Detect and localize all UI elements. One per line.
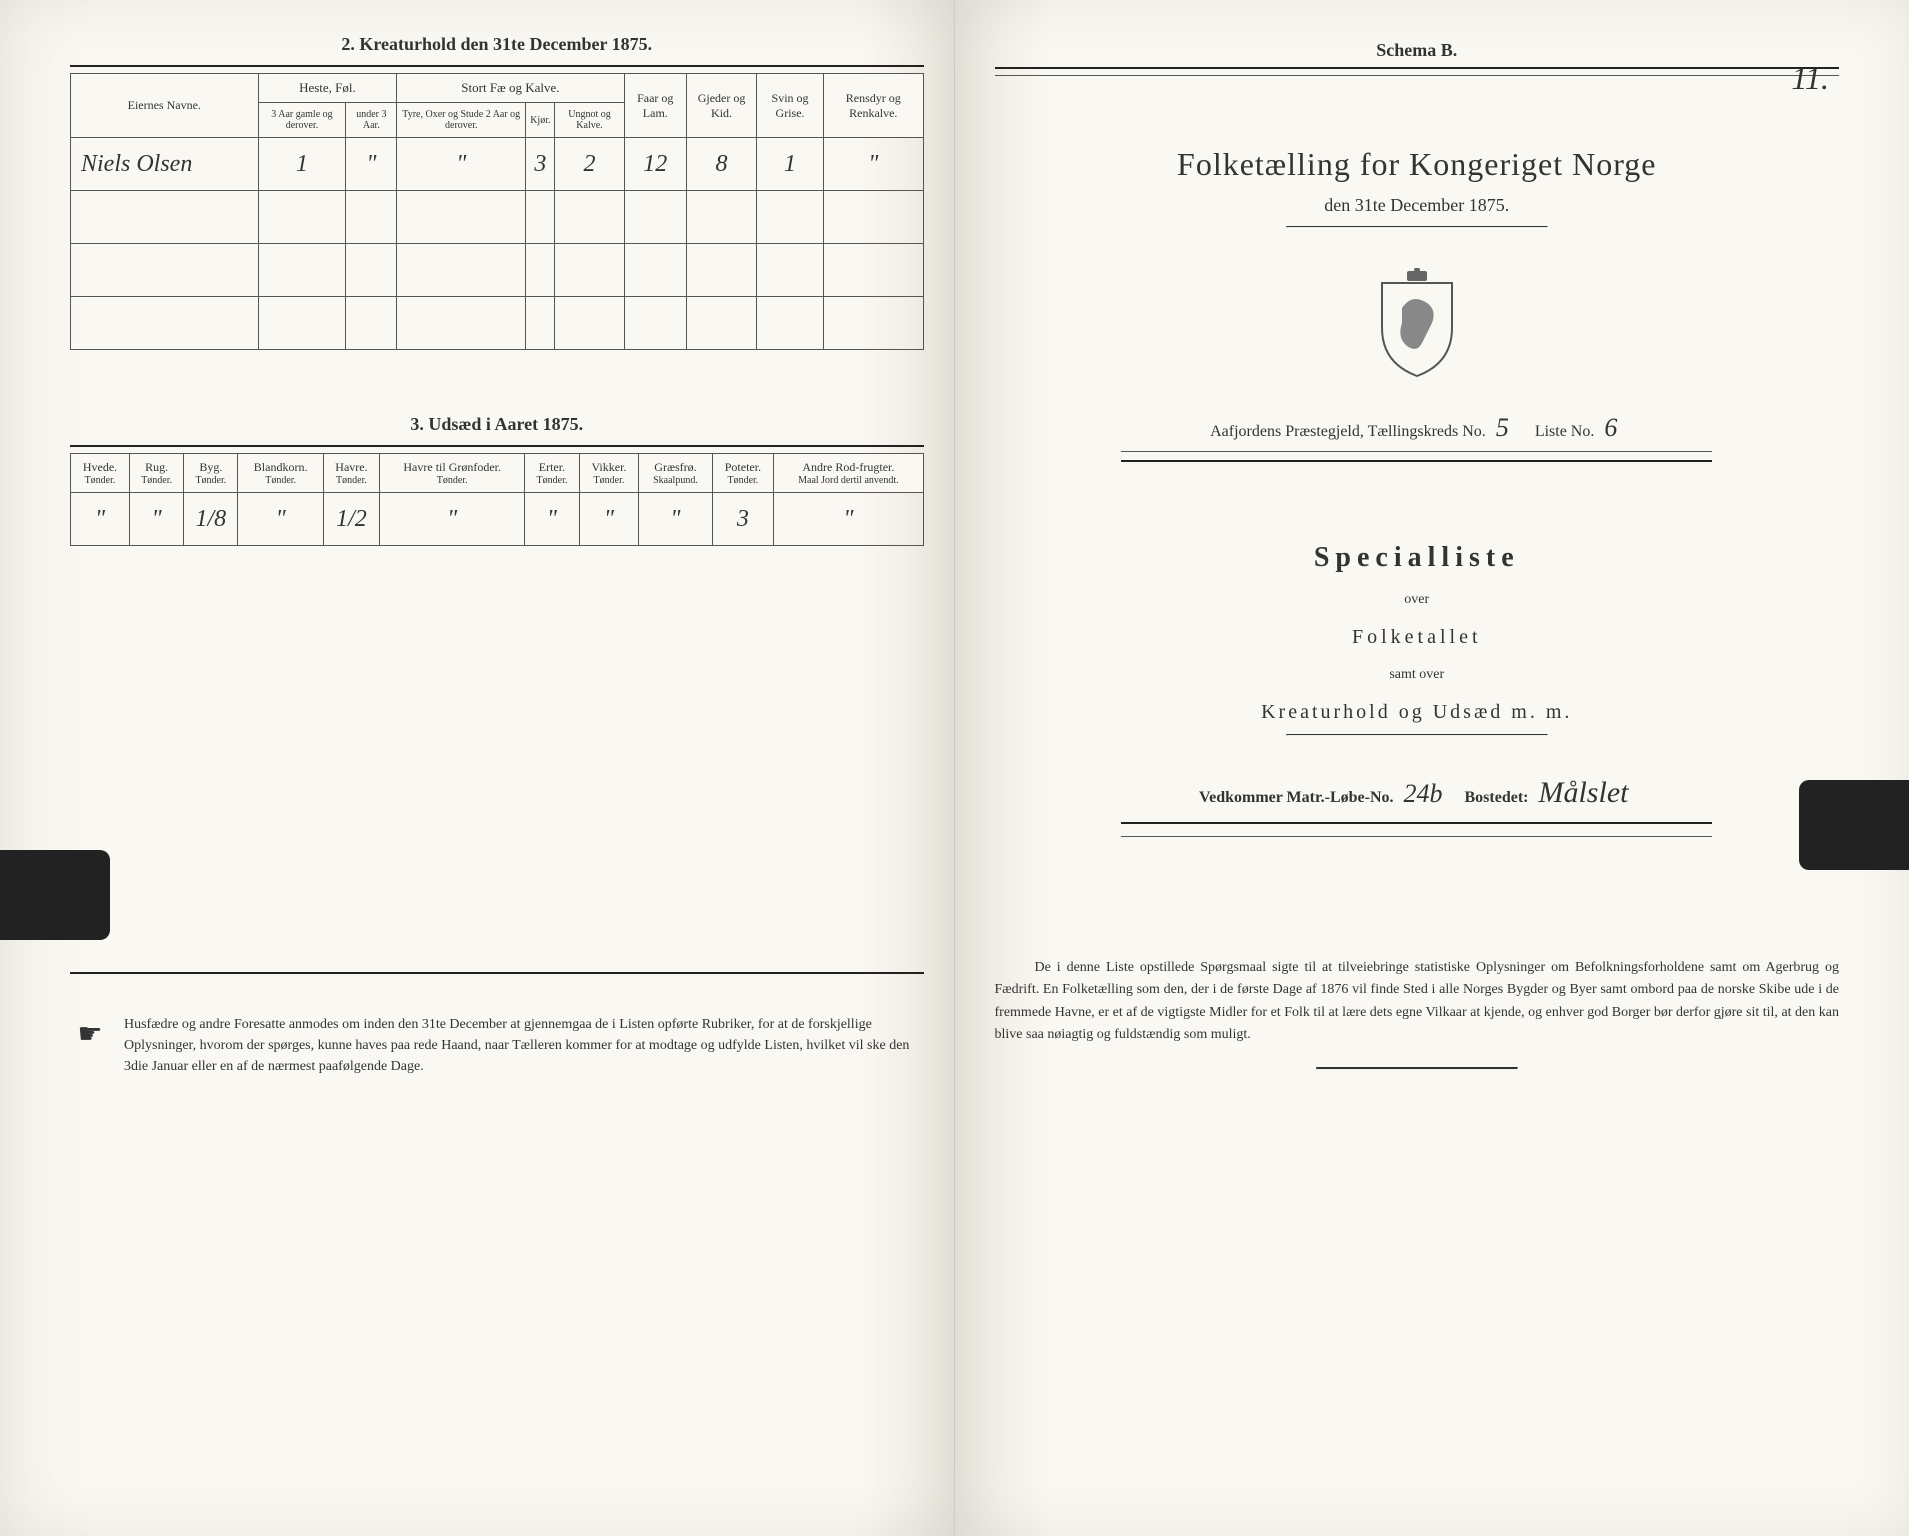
cell: " xyxy=(639,493,712,546)
archive-clip-icon xyxy=(1799,780,1909,870)
col: Havre.Tønder. xyxy=(323,454,379,493)
col: Poteter.Tønder. xyxy=(712,454,774,493)
table-row xyxy=(71,191,924,244)
col: Havre til Grønfoder.Tønder. xyxy=(380,454,525,493)
cell: " xyxy=(346,138,397,191)
folketallet-label: Folketallet xyxy=(995,626,1840,649)
cell: 1/8 xyxy=(184,493,238,546)
rule xyxy=(995,75,1840,76)
col-h2: under 3 Aar. xyxy=(346,103,397,138)
section-2-title: 2. Kreaturhold den 31te December 1875. xyxy=(70,34,924,55)
schema-label: Schema B. xyxy=(995,40,1840,61)
livestock-table: Eiernes Navne. Heste, Føl. Stort Fæ og K… xyxy=(70,73,924,350)
page-number: 11. xyxy=(1791,60,1829,97)
col: Andre Rod-frugter.Maal Jord dertil anven… xyxy=(774,454,923,493)
col-s2: Kjør. xyxy=(526,103,555,138)
book-spread: 2. Kreaturhold den 31te December 1875. E… xyxy=(0,0,1909,1536)
table-row: " " 1/8 " 1/2 " " " " 3 " xyxy=(71,493,924,546)
col: Rug.Tønder. xyxy=(130,454,184,493)
vedkommer-line: Vedkommer Matr.-Løbe-No. 24b Bostedet: M… xyxy=(995,776,1840,810)
seed-table: Hvede.Tønder. Rug.Tønder. Byg.Tønder. Bl… xyxy=(70,453,924,546)
table-row xyxy=(71,244,924,297)
col-h1: 3 Aar gamle og derover. xyxy=(258,103,346,138)
intro-paragraph: De i denne Liste opstillede Spørgsmaal s… xyxy=(995,957,1840,1047)
cell: 3 xyxy=(712,493,774,546)
col: Erter.Tønder. xyxy=(525,454,579,493)
col: Byg.Tønder. xyxy=(184,454,238,493)
col: Vikker.Tønder. xyxy=(579,454,639,493)
cell: " xyxy=(525,493,579,546)
liste-number: 6 xyxy=(1598,413,1623,442)
col-s3: Ungnot og Kalve. xyxy=(555,103,624,138)
rule xyxy=(1121,836,1712,837)
right-page: Schema B. 11. Folketælling for Kongerige… xyxy=(955,0,1909,1536)
cell: " xyxy=(238,493,323,546)
liste-label: Liste No. xyxy=(1535,423,1595,440)
footnote: ☛ Husfædre og andre Foresatte anmodes om… xyxy=(70,1014,924,1077)
left-page: 2. Kreaturhold den 31te December 1875. E… xyxy=(0,0,955,1536)
col-pigs: Svin og Grise. xyxy=(757,74,824,138)
cell: 12 xyxy=(624,138,687,191)
rule xyxy=(1286,226,1548,228)
col: Hvede.Tønder. xyxy=(71,454,130,493)
rule xyxy=(70,972,924,974)
cell: " xyxy=(380,493,525,546)
section-3-title: 3. Udsæd i Aaret 1875. xyxy=(70,414,924,435)
vedkommer-label: Vedkommer Matr.-Løbe-No. xyxy=(1199,789,1394,806)
col-group-cattle: Stort Fæ og Kalve. xyxy=(397,74,624,103)
bostedet-value: Målslet xyxy=(1532,776,1634,809)
col-owner-name: Eiernes Navne. xyxy=(71,74,259,138)
cell: 1/2 xyxy=(323,493,379,546)
col-group-horses: Heste, Føl. xyxy=(258,74,397,103)
col-s1: Tyre, Oxer og Stude 2 Aar og derover. xyxy=(397,103,526,138)
col-goats: Gjeder og Kid. xyxy=(687,74,757,138)
cell: 1 xyxy=(757,138,824,191)
samt-label: samt over xyxy=(995,667,1840,683)
cell: 8 xyxy=(687,138,757,191)
over-label: over xyxy=(995,592,1840,608)
rule xyxy=(1121,451,1712,452)
cell: 2 xyxy=(555,138,624,191)
col: Græsfrø.Skaalpund. xyxy=(639,454,712,493)
rule xyxy=(70,65,924,67)
district-prefix: Aafjordens Præstegjeld, Tællingskreds No… xyxy=(1210,423,1486,440)
rule xyxy=(1286,734,1548,736)
col: Blandkorn.Tønder. xyxy=(238,454,323,493)
cell: " xyxy=(130,493,184,546)
cell: " xyxy=(579,493,639,546)
cell: " xyxy=(774,493,923,546)
rule xyxy=(1121,460,1712,462)
coat-of-arms-icon xyxy=(995,268,1840,383)
cell-name: Niels Olsen xyxy=(71,138,259,191)
district-line: Aafjordens Præstegjeld, Tællingskreds No… xyxy=(995,413,1840,443)
table-row: Niels Olsen 1 " " 3 2 12 8 1 " xyxy=(71,138,924,191)
cell: 3 xyxy=(526,138,555,191)
pointing-hand-icon: ☛ xyxy=(70,1014,110,1077)
matr-number: 24b xyxy=(1398,779,1449,808)
footnote-text: Husfædre og andre Foresatte anmodes om i… xyxy=(124,1014,924,1077)
cell: " xyxy=(397,138,526,191)
col-sheep: Faar og Lam. xyxy=(624,74,687,138)
date-line: den 31te December 1875. xyxy=(995,195,1840,216)
archive-clip-icon xyxy=(0,850,110,940)
rule xyxy=(1316,1067,1518,1070)
cell: 1 xyxy=(258,138,346,191)
kreatur-label: Kreaturhold og Udsæd m. m. xyxy=(995,701,1840,724)
rule xyxy=(995,67,1840,69)
rule xyxy=(1121,822,1712,824)
cell: " xyxy=(824,138,923,191)
main-title: Folketælling for Kongeriget Norge xyxy=(995,146,1840,183)
district-number: 5 xyxy=(1490,413,1515,442)
cell: " xyxy=(71,493,130,546)
col-reindeer: Rensdyr og Renkalve. xyxy=(824,74,923,138)
rule xyxy=(70,445,924,447)
table-row xyxy=(71,297,924,350)
bostedet-label: Bostedet: xyxy=(1465,789,1529,806)
special-title: Specialliste xyxy=(995,542,1840,574)
